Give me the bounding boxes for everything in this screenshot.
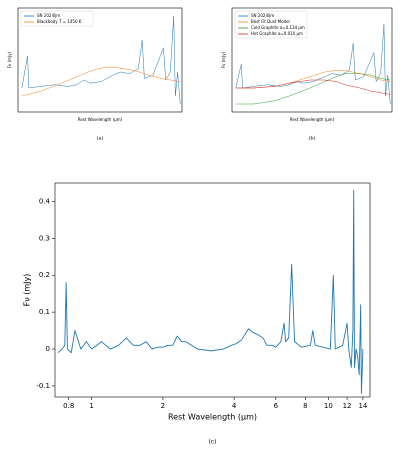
- axes-frame: [54, 182, 371, 398]
- plot-area: [235, 23, 391, 105]
- legend-label: Cold Graphite a=0.134 μm: [251, 25, 305, 30]
- x-tick-label: 4: [232, 402, 237, 410]
- y-tick-label: 0: [46, 345, 50, 353]
- y-tick-label: 0.1: [39, 308, 50, 316]
- legend-label: Blackbody T = 1450 K: [37, 19, 82, 24]
- axes-frame: [231, 7, 393, 113]
- legend-box: [20, 10, 94, 27]
- x-tick-label: 6: [274, 402, 279, 410]
- x-tick-label: 2: [161, 402, 165, 410]
- plot-area: [21, 15, 181, 105]
- x-tick-label: 10: [324, 402, 333, 410]
- legend-label: Hot Graphite a=0.010 μm: [251, 31, 303, 36]
- x-tick-label: 12: [343, 402, 352, 410]
- series-line: [235, 23, 391, 105]
- x-tick-label: 1: [89, 402, 93, 410]
- y-tick-label: 0.3: [39, 234, 50, 242]
- series-line: [235, 73, 391, 105]
- x-tick-label: 0.8: [63, 402, 74, 410]
- y-axis-label: Fν (mJy): [221, 51, 226, 68]
- caption: (c): [208, 439, 216, 446]
- y-tick-label: -0.1: [36, 382, 50, 390]
- y-tick-label: 0.2: [39, 271, 50, 279]
- y-axis-label: Fν (mJy): [7, 51, 12, 68]
- plot-area: [57, 189, 364, 394]
- legend-box: [234, 10, 308, 39]
- panel: Rest Wavelength (μm) Fν (mJy) (a) SN 2024lj…: [7, 7, 183, 142]
- x-axis-label: Rest Wavelength (μm): [78, 117, 123, 122]
- caption: (b): [308, 135, 315, 142]
- series-line: [57, 189, 364, 394]
- y-axis-label: Fν (mJy): [23, 274, 32, 307]
- x-tick-label: 8: [303, 402, 307, 410]
- caption: (a): [97, 135, 104, 142]
- series-line: [21, 15, 181, 105]
- series-line: [235, 70, 391, 89]
- x-axis-label: Rest Wavelength (μm): [168, 413, 257, 422]
- series-line: [21, 66, 181, 97]
- panel: Rest Wavelength (μm) Fν (mJy) (b) SN 2024lj…: [221, 7, 393, 142]
- x-axis-label: Rest Wavelength (μm): [290, 117, 335, 122]
- legend-label: SN 2024ljm: [37, 13, 60, 18]
- series-line: [235, 79, 391, 95]
- legend-label: SN 2024ljm: [251, 13, 274, 18]
- legend-label: Best Fit Dust Model: [251, 19, 290, 24]
- axes-frame: [17, 7, 183, 113]
- x-tick-label: 14: [358, 402, 367, 410]
- y-tick-label: 0.4: [39, 197, 51, 205]
